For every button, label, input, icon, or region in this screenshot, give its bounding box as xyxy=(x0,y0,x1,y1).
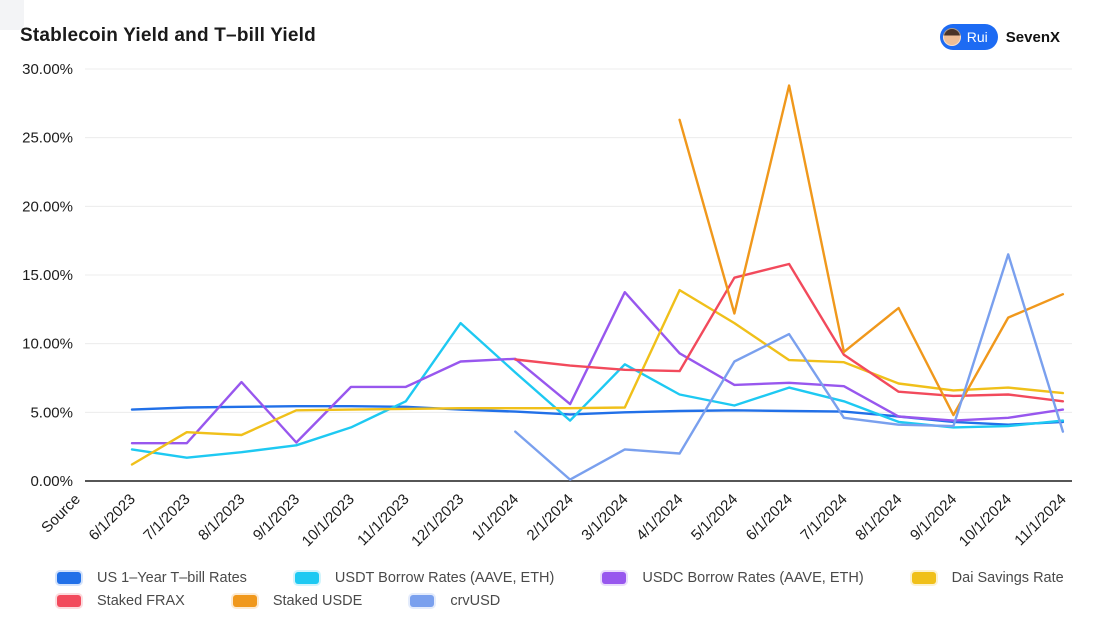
x-axis-label: 7/1/2023 xyxy=(140,491,193,544)
legend-label: US 1–Year T–bill Rates xyxy=(97,570,247,586)
author-handle: Rui xyxy=(966,29,988,45)
legend-swatch-color xyxy=(57,572,81,584)
legend-swatch xyxy=(909,570,938,586)
legend-item-dai-savings-rate[interactable]: Dai Savings Rate xyxy=(909,570,1064,586)
legend-label: USDT Borrow Rates (AAVE, ETH) xyxy=(334,570,555,586)
x-axis-label: 9/1/2024 xyxy=(907,491,960,544)
legend-swatch xyxy=(292,570,321,586)
x-axis-label: 10/1/2024 xyxy=(956,491,1015,550)
legend-label: Staked USDE xyxy=(272,593,363,609)
legend-swatch-color xyxy=(294,572,319,584)
y-axis-label: 25.00% xyxy=(22,130,73,147)
x-axis-label: 8/1/2024 xyxy=(852,491,905,544)
series-line-staked-usde xyxy=(678,84,1065,417)
y-axis-label: 30.00% xyxy=(22,61,73,78)
legend-swatch xyxy=(230,593,259,609)
legend-item-us-1-year-t-bill-rates[interactable]: US 1–Year T–bill Rates xyxy=(55,570,247,586)
x-axis-label: 8/1/2023 xyxy=(195,491,248,544)
x-axis-label: 6/1/2024 xyxy=(743,491,796,544)
series-line-usdc-borrow-rates-aave-eth xyxy=(130,291,1065,445)
legend-item-usdc-borrow-rates-aave-eth[interactable]: USDC Borrow Rates (AAVE, ETH) xyxy=(600,570,864,586)
x-axis-label: 3/1/2024 xyxy=(578,491,631,544)
chart-title: Stablecoin Yield and T–bill Yield xyxy=(20,25,316,46)
legend-item-staked-usde[interactable]: Staked USDE xyxy=(230,593,363,609)
x-axis-label: 9/1/2023 xyxy=(250,491,303,544)
legend-item-staked-frax[interactable]: Staked FRAX xyxy=(55,593,185,609)
legend-swatch xyxy=(55,570,83,586)
y-axis-label: 10.00% xyxy=(22,336,73,353)
x-axis-label: Source xyxy=(38,491,84,537)
x-axis-label: 12/1/2023 xyxy=(408,491,467,550)
y-axis-label: 15.00% xyxy=(22,267,73,284)
legend-row: US 1–Year T–bill Rates USDT Borrow Rates … xyxy=(55,570,1065,586)
legend-swatch-color xyxy=(232,595,257,607)
avatar xyxy=(942,28,961,46)
series-line-staked-frax xyxy=(514,262,1065,403)
series-line-crvusd xyxy=(514,253,1065,481)
legend-label: USDC Borrow Rates (AAVE, ETH) xyxy=(642,570,864,586)
x-axis-label: 11/1/2023 xyxy=(354,491,412,549)
x-axis-label: 10/1/2023 xyxy=(299,491,358,550)
legend-swatch xyxy=(408,593,437,609)
legend-swatch-color xyxy=(602,572,627,584)
legend-swatch xyxy=(600,570,629,586)
x-axis-label: 7/1/2024 xyxy=(797,491,850,544)
x-axis-label: 1/1/2024 xyxy=(469,491,522,544)
legend-swatch-color xyxy=(410,595,435,607)
legend-label: Staked FRAX xyxy=(97,593,185,609)
legend-swatch-color xyxy=(911,572,936,584)
x-axis-label: 6/1/2023 xyxy=(86,491,139,544)
y-axis-label: 5.00% xyxy=(30,404,73,421)
legend-swatch xyxy=(55,593,83,609)
window-corner-artifact xyxy=(0,0,24,30)
x-axis-label: 11/1/2024 xyxy=(1011,491,1069,549)
series-line-dai-savings-rate xyxy=(130,288,1065,466)
line-chart: 0.00% 5.00% 10.00% 15.00% 20.00% 25.00% 30.00%… xyxy=(22,61,1072,550)
series-line-usdt-borrow-rates-aave-eth xyxy=(130,321,1065,459)
y-axis-label: 0.00% xyxy=(30,473,73,490)
author-pill[interactable]: Rui xyxy=(939,24,998,50)
legend-swatch-color xyxy=(57,595,81,607)
x-axis-label: 2/1/2024 xyxy=(524,491,577,544)
chart-legend: US 1–Year T–bill Rates USDT Borrow Rates … xyxy=(55,570,1065,609)
y-axis-label: 20.00% xyxy=(22,198,73,215)
legend-row: Staked FRAX Staked USDE crvUSD xyxy=(55,593,1065,609)
legend-item-crvusd[interactable]: crvUSD xyxy=(408,593,500,609)
author-badge: Rui SevenX xyxy=(939,24,1060,50)
legend-label: Dai Savings Rate xyxy=(951,570,1064,586)
x-axis-label: 4/1/2024 xyxy=(633,491,686,544)
x-axis-label: 5/1/2024 xyxy=(688,491,741,544)
legend-item-usdt-borrow-rates-aave-eth[interactable]: USDT Borrow Rates (AAVE, ETH) xyxy=(292,570,555,586)
org-name: SevenX xyxy=(1005,28,1060,46)
legend-label: crvUSD xyxy=(450,593,501,609)
